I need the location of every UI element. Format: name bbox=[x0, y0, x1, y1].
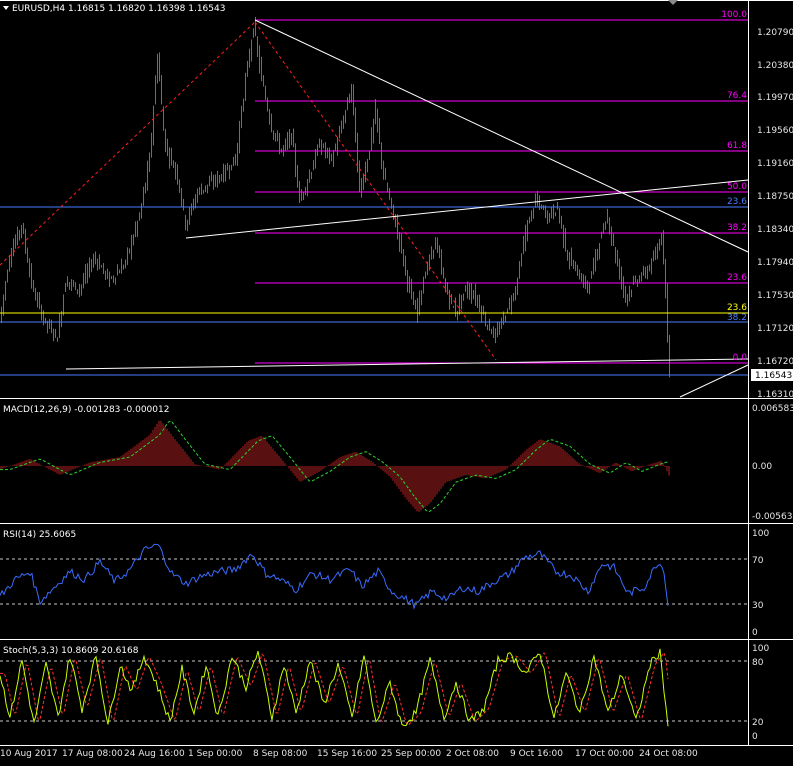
stoch-tick: 20 bbox=[752, 718, 764, 728]
dropdown-triangle-icon[interactable] bbox=[3, 6, 9, 10]
price-tick: 1.19160 bbox=[757, 159, 793, 169]
fib-label-50: 50.0 bbox=[727, 182, 747, 192]
shift-marker-icon[interactable] bbox=[668, 0, 678, 5]
symbol-label: EURUSD,H4 bbox=[12, 4, 65, 14]
rsi-panel[interactable] bbox=[0, 543, 669, 610]
time-tick: 17 Oct 00:00 bbox=[575, 749, 634, 759]
stoch-panel[interactable] bbox=[0, 648, 669, 727]
price-tick: 1.20380 bbox=[757, 61, 793, 71]
trendline-ascending[interactable] bbox=[185, 179, 749, 239]
stoch-tick: 0 bbox=[752, 732, 758, 742]
stoch-levels bbox=[0, 660, 748, 722]
price-tick: 1.20790 bbox=[757, 28, 793, 38]
rsi-line bbox=[0, 543, 669, 610]
rsi-tick: 70 bbox=[752, 556, 764, 566]
price-tick: 1.17530 bbox=[757, 291, 793, 301]
price-tick: 1.17120 bbox=[757, 324, 793, 334]
current-price-tag: 1.16543 bbox=[751, 369, 793, 381]
stoch-signal-line bbox=[0, 651, 669, 727]
fib-label-23: 23.6 bbox=[727, 273, 747, 283]
macd-tick: 0.00 bbox=[752, 462, 772, 472]
time-tick: 17 Aug 08:00 bbox=[62, 749, 123, 759]
time-tick: 15 Sep 16:00 bbox=[317, 749, 377, 759]
rsi-axis: 100 70 30 0 bbox=[752, 529, 769, 638]
macd-tick: -0.005634 bbox=[752, 512, 793, 522]
trend-lines bbox=[65, 19, 749, 398]
stoch-tick: 100 bbox=[752, 644, 769, 654]
zigzag-lines bbox=[0, 21, 497, 361]
stoch-tick: 80 bbox=[752, 658, 764, 668]
stoch-main-line bbox=[0, 648, 669, 727]
chart-header: EURUSD,H4 1.16815 1.16820 1.16398 1.1654… bbox=[3, 0, 678, 14]
rsi-tick: 30 bbox=[752, 601, 764, 611]
time-tick: 9 Oct 16:00 bbox=[510, 749, 563, 759]
time-tick: 1 Sep 00:00 bbox=[188, 749, 243, 759]
time-tick: 25 Sep 00:00 bbox=[381, 749, 441, 759]
fib-label-38: 38.2 bbox=[727, 223, 747, 233]
panel-frames bbox=[0, 0, 793, 746]
price-tick: 1.18340 bbox=[757, 225, 793, 235]
macd-signal-line bbox=[0, 420, 670, 513]
fib-label-100: 100.0 bbox=[721, 10, 747, 20]
fib-yellow-label-23: 23.6 bbox=[727, 303, 747, 313]
price-tick: 1.18750 bbox=[757, 192, 793, 202]
fibonacci-levels bbox=[0, 19, 748, 376]
rsi-tick: 0 bbox=[752, 628, 758, 638]
price-tick: 1.19560 bbox=[757, 126, 793, 136]
macd-axis: 0.006583 0.00 -0.005634 bbox=[752, 404, 793, 522]
rsi-tick: 100 bbox=[752, 529, 769, 539]
stoch-title: Stoch(5,3,3) 10.8609 20.6168 bbox=[3, 646, 139, 656]
fib-blue-label-23: 23.6 bbox=[727, 197, 747, 207]
fib-blue-label-38: 38.2 bbox=[727, 313, 747, 323]
time-tick: 2 Oct 08:00 bbox=[446, 749, 499, 759]
trendline-short[interactable] bbox=[679, 364, 749, 398]
fib-labels: 100.0 76.4 61.8 50.0 38.2 23.6 0.0 23.6 … bbox=[721, 10, 747, 363]
macd-title: MACD(12,26,9) -0.001283 -0.000012 bbox=[3, 405, 169, 415]
price-axis: 1.20790 1.20380 1.19970 1.19560 1.19160 … bbox=[757, 28, 793, 400]
price-tick: 1.16720 bbox=[757, 357, 793, 367]
ohlc-values: 1.16815 1.16820 1.16398 1.16543 bbox=[68, 4, 225, 14]
time-tick: 24 Aug 16:00 bbox=[124, 749, 185, 759]
price-tick: 1.17940 bbox=[757, 258, 793, 268]
time-tick: 10 Aug 2017 bbox=[0, 749, 58, 759]
zigzag-up bbox=[0, 21, 256, 266]
price-tick: 1.19970 bbox=[757, 93, 793, 103]
rsi-title: RSI(14) 25.6065 bbox=[3, 530, 76, 540]
current-price-box bbox=[751, 369, 793, 381]
fib-label-61: 61.8 bbox=[727, 141, 747, 151]
price-panel[interactable] bbox=[1, 16, 670, 378]
macd-panel[interactable] bbox=[0, 420, 670, 513]
current-price-label: 1.16543 bbox=[755, 371, 792, 381]
price-tick: 1.16310 bbox=[757, 390, 793, 400]
fib-label-0: 0.0 bbox=[733, 353, 748, 363]
stoch-axis: 100 80 20 0 bbox=[752, 644, 769, 742]
trendline-support[interactable] bbox=[65, 358, 749, 370]
time-tick: 8 Sep 08:00 bbox=[253, 749, 308, 759]
fib-label-76: 76.4 bbox=[727, 91, 747, 101]
time-tick: 24 Oct 08:00 bbox=[639, 749, 698, 759]
macd-tick: 0.006583 bbox=[752, 404, 793, 414]
trendline-descending[interactable] bbox=[254, 19, 749, 253]
rsi-levels bbox=[0, 558, 748, 605]
time-axis: 10 Aug 2017 17 Aug 08:00 24 Aug 16:00 1 … bbox=[0, 749, 698, 759]
